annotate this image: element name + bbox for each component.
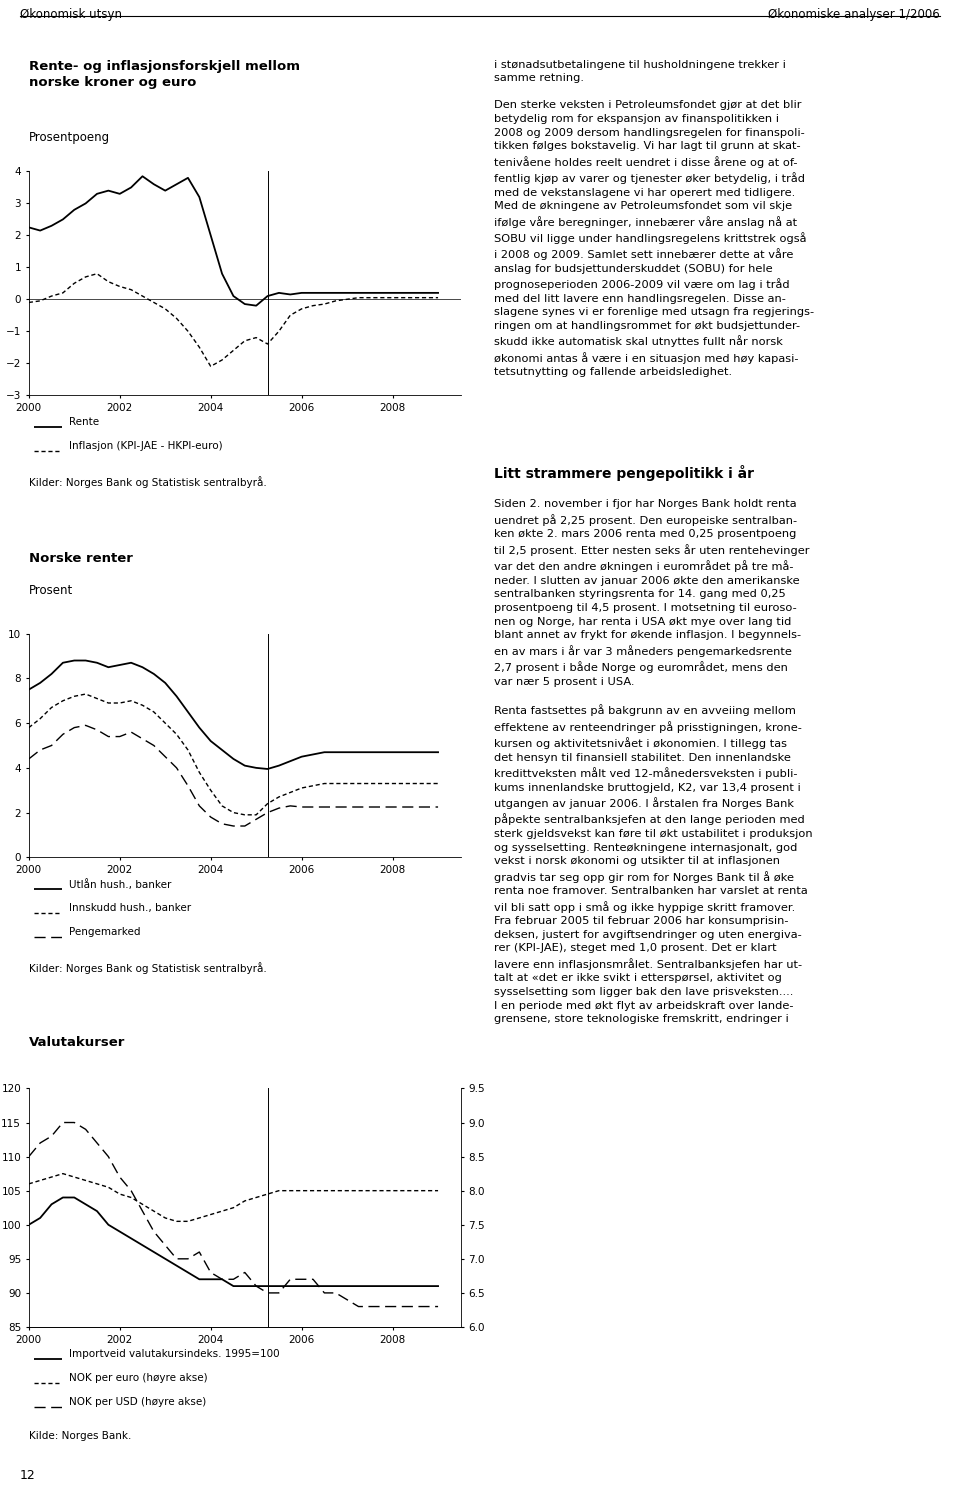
Text: Utlån hush., banker: Utlån hush., banker bbox=[69, 878, 172, 890]
Text: Litt strammere pengepolitikk i år: Litt strammere pengepolitikk i år bbox=[494, 465, 755, 482]
Text: Prosentpoeng: Prosentpoeng bbox=[29, 131, 110, 145]
Text: Norske renter: Norske renter bbox=[29, 552, 132, 565]
Text: Rente: Rente bbox=[69, 417, 99, 426]
Text: Rente- og inflasjonsforskjell mellom
norske kroner og euro: Rente- og inflasjonsforskjell mellom nor… bbox=[29, 60, 300, 88]
Text: Importveid valutakursindeks. 1995=100: Importveid valutakursindeks. 1995=100 bbox=[69, 1349, 279, 1358]
Text: Inflasjon (KPI-JAE - HKPI-euro): Inflasjon (KPI-JAE - HKPI-euro) bbox=[69, 441, 223, 450]
Text: NOK per euro (høyre akse): NOK per euro (høyre akse) bbox=[69, 1373, 207, 1382]
Text: i stønadsutbetalingene til husholdningene trekker i
samme retning.

Den sterke v: i stønadsutbetalingene til husholdningen… bbox=[494, 60, 814, 377]
Text: Kilder: Norges Bank og Statistisk sentralbyrå.: Kilder: Norges Bank og Statistisk sentra… bbox=[29, 476, 267, 488]
Text: Kilder: Norges Bank og Statistisk sentralbyrå.: Kilder: Norges Bank og Statistisk sentra… bbox=[29, 962, 267, 974]
Text: Innskudd hush., banker: Innskudd hush., banker bbox=[69, 904, 191, 912]
Text: Kilde: Norges Bank.: Kilde: Norges Bank. bbox=[29, 1431, 132, 1442]
Text: 12: 12 bbox=[20, 1469, 36, 1482]
Text: NOK per USD (høyre akse): NOK per USD (høyre akse) bbox=[69, 1397, 206, 1406]
Text: Økonomisk utsyn: Økonomisk utsyn bbox=[20, 7, 122, 21]
Text: Valutakurser: Valutakurser bbox=[29, 1036, 125, 1050]
Text: Pengemarked: Pengemarked bbox=[69, 927, 140, 936]
Text: Prosent: Prosent bbox=[29, 584, 73, 598]
Text: Økonomiske analyser 1/2006: Økonomiske analyser 1/2006 bbox=[768, 7, 940, 21]
Text: Siden 2. november i fjor har Norges Bank holdt renta
uendret på 2,25 prosent. De: Siden 2. november i fjor har Norges Bank… bbox=[494, 499, 813, 1024]
